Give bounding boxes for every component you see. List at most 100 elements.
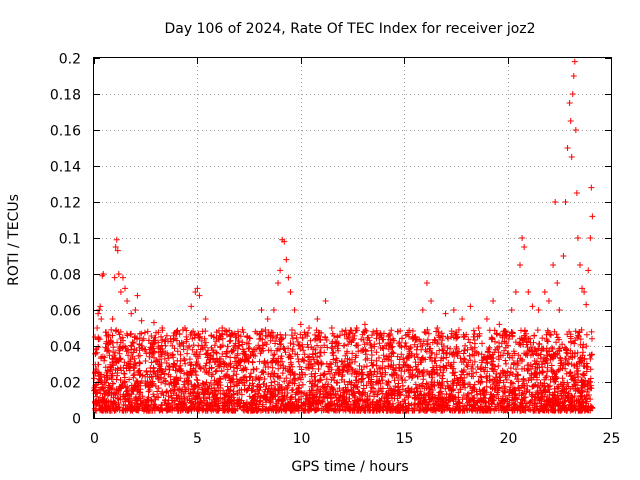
data-point <box>258 307 265 313</box>
data-point <box>283 256 290 263</box>
axis-ticks: 0 0.02 0.04 0.06 0.08 0.1 0.12 0.14 0.16 0.18 0.2 0… <box>50 52 621 448</box>
data-point <box>97 303 104 310</box>
roti-series <box>91 58 596 414</box>
data-point <box>576 262 583 268</box>
data-point <box>115 271 122 277</box>
data-point <box>552 199 559 205</box>
data-point <box>219 325 226 331</box>
data-point <box>124 298 131 304</box>
data-point <box>403 343 410 349</box>
data-point <box>423 280 430 286</box>
data-point <box>519 235 526 241</box>
x-tick-label: 10 <box>293 431 311 447</box>
data-point <box>95 310 102 317</box>
data-point <box>235 343 242 349</box>
data-point <box>588 184 595 191</box>
data-point <box>579 285 586 292</box>
data-point <box>252 328 259 335</box>
data-point <box>114 247 121 254</box>
data-point <box>556 307 563 313</box>
plot-frame <box>93 57 612 419</box>
data-point <box>512 289 519 295</box>
data-point <box>583 301 590 308</box>
data-point <box>386 332 393 339</box>
data-point <box>411 334 418 340</box>
x-tick-label: 0 <box>90 431 99 447</box>
data-point <box>361 321 368 328</box>
data-point <box>93 346 100 353</box>
data-point <box>94 325 101 331</box>
data-point <box>322 298 329 304</box>
data-point <box>541 289 548 295</box>
data-point <box>545 298 552 304</box>
data-point <box>378 334 385 340</box>
y-tick-label: 0.2 <box>59 52 81 68</box>
data-point <box>196 292 203 299</box>
data-point <box>434 325 441 331</box>
data-point <box>508 307 515 313</box>
data-point <box>337 332 344 339</box>
data-point <box>105 334 112 340</box>
data-point <box>521 244 528 250</box>
data-point <box>573 190 580 196</box>
x-tick-label: 5 <box>193 431 202 447</box>
data-point <box>574 235 581 241</box>
y-tick-label: 0 <box>72 412 81 428</box>
data-point <box>244 334 251 340</box>
data-point <box>502 328 509 335</box>
data-point <box>496 321 503 328</box>
data-point <box>119 274 126 281</box>
y-tick-label: 0.02 <box>50 376 81 392</box>
data-point <box>122 285 129 292</box>
data-point <box>194 285 201 292</box>
data-point <box>569 91 576 97</box>
data-point <box>345 334 352 340</box>
data-point <box>571 58 578 65</box>
data-point <box>291 307 298 313</box>
data-point <box>564 145 571 151</box>
data-point <box>442 310 449 317</box>
data-point <box>188 303 195 310</box>
x-axis-label: GPS time / hours <box>291 459 408 475</box>
data-point <box>138 317 145 324</box>
data-point <box>111 274 118 281</box>
data-point <box>562 199 569 205</box>
data-point <box>587 235 594 241</box>
data-point <box>173 328 180 335</box>
data-point <box>112 244 119 250</box>
data-point <box>525 289 532 295</box>
data-point <box>568 154 575 160</box>
data-point <box>353 325 360 331</box>
data-point <box>554 280 561 286</box>
data-point <box>128 310 135 317</box>
data-point <box>567 118 574 124</box>
data-point <box>132 307 139 313</box>
data-point <box>287 289 294 295</box>
data-point <box>202 316 209 322</box>
y-tick-label: 0.08 <box>50 268 81 284</box>
data-point <box>566 100 573 106</box>
data-point <box>467 303 474 310</box>
y-axis-label: ROTI / TECUs <box>6 194 22 286</box>
data-point <box>275 280 282 286</box>
data-point <box>144 328 151 335</box>
data-point <box>227 337 234 344</box>
data-point <box>459 316 466 322</box>
data-point <box>100 271 107 277</box>
data-point <box>113 236 120 243</box>
data-point <box>570 73 577 79</box>
data-point <box>306 325 313 331</box>
x-tick-label: 15 <box>396 431 414 447</box>
data-point <box>270 307 277 313</box>
data-point <box>535 307 542 313</box>
data-point <box>550 262 557 268</box>
data-point <box>328 325 335 331</box>
data-point <box>117 289 124 295</box>
data-point <box>285 274 292 281</box>
data-point <box>585 267 592 274</box>
y-tick-label: 0.06 <box>50 304 81 320</box>
data-point <box>428 298 435 304</box>
data-point <box>297 321 304 328</box>
data-point <box>281 238 288 245</box>
chart-title: Day 106 of 2024, Rate Of TEC Index for r… <box>164 21 535 37</box>
